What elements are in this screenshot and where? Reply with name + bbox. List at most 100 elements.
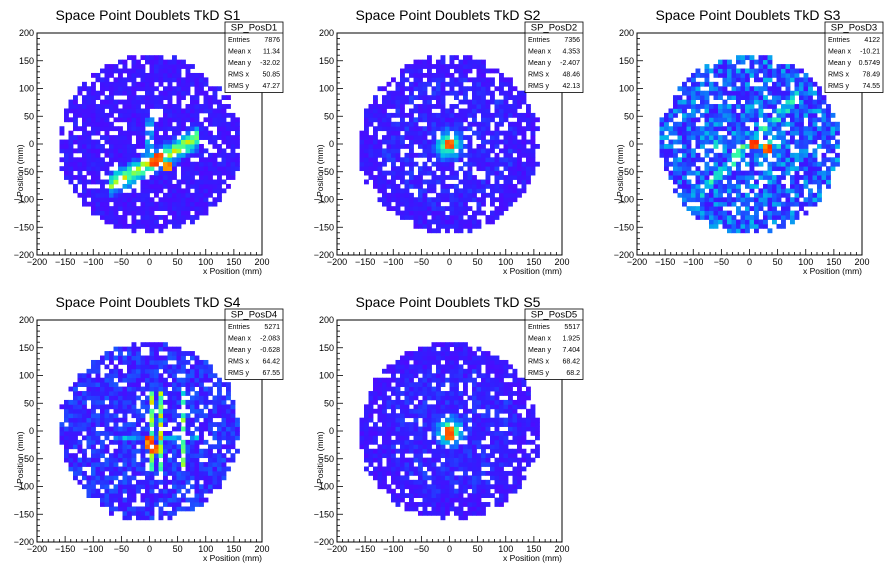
heatmap-bin <box>140 457 146 463</box>
heatmap-bin <box>785 121 791 127</box>
heatmap-bin <box>176 351 182 356</box>
heatmap-bin <box>722 108 728 114</box>
heatmap-bin <box>490 68 495 74</box>
heatmap-bin <box>113 346 119 352</box>
heatmap-bin <box>731 95 737 100</box>
heatmap-bin <box>212 470 218 476</box>
heatmap-bin <box>95 457 101 463</box>
heatmap-bin <box>104 210 110 216</box>
heatmap-bin <box>154 493 159 498</box>
heatmap-bin <box>668 130 674 136</box>
heatmap-bin <box>109 368 114 374</box>
heatmap-bin <box>91 488 96 494</box>
heatmap-bin <box>364 448 369 454</box>
heatmap-bin <box>781 183 786 189</box>
heatmap-bin <box>499 72 504 78</box>
heatmap-bin <box>754 215 759 220</box>
heatmap-bin <box>64 417 69 423</box>
heatmap-bin <box>167 368 173 374</box>
heatmap-bin <box>418 368 423 374</box>
heatmap-bin <box>113 470 119 476</box>
heatmap-bin <box>409 121 414 127</box>
heatmap-bin <box>803 197 809 203</box>
heatmap-bin <box>664 157 669 163</box>
heatmap-bin <box>808 157 813 163</box>
heatmap-bin <box>203 466 209 472</box>
heatmap-bin <box>422 355 428 361</box>
heatmap-bin <box>740 201 746 207</box>
heatmap-bin <box>454 130 459 136</box>
heatmap-bin <box>727 108 732 114</box>
heatmap-bin <box>149 72 155 78</box>
heatmap-bin <box>113 462 119 467</box>
heatmap-bin <box>95 144 101 149</box>
heatmap-bin <box>776 197 782 203</box>
heatmap-bin <box>494 197 500 203</box>
heatmap-bin <box>458 197 464 203</box>
heatmap-bin <box>700 95 705 100</box>
heatmap-bin <box>664 144 669 149</box>
heatmap-bin <box>199 382 204 387</box>
heatmap-bin <box>235 121 240 127</box>
heatmap-bin <box>458 206 464 211</box>
heatmap-bin <box>718 170 723 176</box>
heatmap-bin <box>754 144 759 149</box>
heatmap-bin <box>659 148 665 154</box>
heatmap-bin <box>749 117 755 123</box>
heatmap-bin <box>82 157 87 163</box>
heatmap-bin <box>382 413 387 419</box>
heatmap-bin <box>682 192 687 198</box>
heatmap-bin <box>436 152 441 158</box>
heatmap-bin <box>436 161 441 167</box>
heatmap-bin <box>817 166 822 172</box>
heatmap-bin <box>226 130 231 136</box>
heatmap-bin <box>785 157 791 163</box>
heatmap-bin <box>485 130 491 136</box>
heatmap-bin <box>395 139 401 145</box>
heatmap-bin <box>82 426 87 432</box>
heatmap-bin <box>221 475 227 481</box>
heatmap-bin <box>127 475 132 481</box>
heatmap-bin <box>767 68 773 74</box>
heatmap-bin <box>413 453 419 459</box>
heatmap-bin <box>490 170 495 176</box>
heatmap-bin <box>382 175 387 180</box>
heatmap-bin <box>82 192 87 198</box>
heatmap-bin <box>386 444 392 450</box>
heatmap-bin <box>686 161 692 167</box>
heatmap-bin <box>695 175 701 180</box>
heatmap-bin <box>221 157 227 163</box>
y-tick-label: 150 <box>19 56 34 66</box>
heatmap-bin <box>772 152 777 158</box>
heatmap-bin <box>485 148 491 154</box>
heatmap-bin <box>104 117 110 123</box>
heatmap-bin <box>499 197 504 203</box>
heatmap-bin <box>91 166 96 172</box>
heatmap-bin <box>835 139 840 145</box>
heatmap-bin <box>368 435 374 441</box>
heatmap-bin <box>763 157 768 163</box>
heatmap-bin <box>758 112 764 118</box>
heatmap-bin <box>776 166 782 172</box>
heatmap-bin <box>109 386 114 392</box>
heatmap-bin <box>530 121 536 127</box>
heatmap-bin <box>391 121 396 127</box>
heatmap-bin <box>113 408 119 414</box>
heatmap-bin <box>368 175 374 180</box>
heatmap-bin <box>449 166 455 172</box>
heatmap-bin <box>503 188 509 194</box>
heatmap-bin <box>395 377 401 383</box>
heatmap-bin <box>409 488 414 494</box>
heatmap-bin <box>208 466 213 472</box>
heatmap-bin <box>373 175 378 180</box>
heatmap-bin <box>472 108 477 114</box>
heatmap-bin <box>176 426 182 432</box>
heatmap-bin <box>413 95 419 100</box>
heatmap-bin <box>158 462 164 467</box>
heatmap-bin <box>400 479 405 485</box>
heatmap-bin <box>199 466 204 472</box>
heatmap-bin <box>677 121 683 127</box>
heatmap-bin <box>391 488 396 494</box>
y-axis-label: y Position (mm) <box>15 431 25 490</box>
heatmap-bin <box>499 112 504 118</box>
